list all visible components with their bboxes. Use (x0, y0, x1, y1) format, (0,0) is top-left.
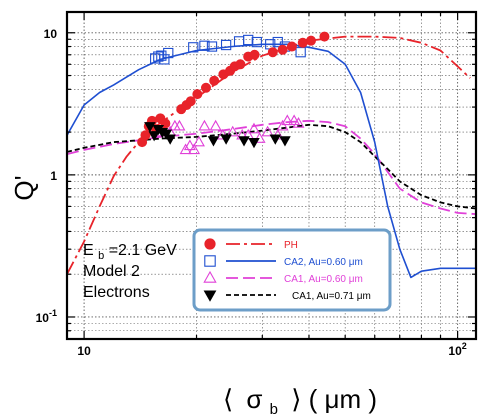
legend-marker-1 (204, 255, 216, 267)
data-point-series-2 (216, 128, 229, 140)
data-point-series-3 (160, 129, 173, 140)
data-point-series-3 (164, 134, 176, 145)
x-tick-label: 102 (448, 341, 466, 358)
annotation-block: E b =2.1 GeV Model 2 Electrons (83, 242, 177, 301)
data-point-series-2 (198, 119, 211, 131)
data-point-series-1 (220, 39, 232, 51)
data-point-series-1 (156, 50, 167, 61)
legend-marker-0 (204, 238, 216, 250)
data-point-series-0 (249, 49, 260, 60)
legend-label-2: CA1, Au=0.60 μm (284, 274, 363, 285)
data-point-series-3 (220, 134, 232, 145)
data-point-series-0 (192, 89, 203, 100)
data-point-series-3 (279, 136, 291, 147)
data-point-series-1 (153, 51, 164, 62)
data-point-series-2 (226, 125, 239, 137)
data-point-series-1 (199, 40, 210, 51)
data-point-series-2 (281, 114, 294, 126)
series-markers (137, 31, 330, 155)
data-point-series-2 (292, 117, 305, 128)
data-point-series-2 (247, 122, 260, 134)
data-point-series-1 (206, 41, 218, 52)
annotation-energy-sub: b (98, 250, 104, 262)
legend-marker-2 (203, 270, 217, 283)
data-point-series-3 (144, 122, 156, 133)
y-tick-label-exponent: -1 (49, 308, 57, 318)
data-point-series-2 (288, 114, 301, 126)
data-point-series-1 (251, 36, 262, 48)
data-point-series-3 (248, 138, 260, 149)
data-point-series-3 (238, 136, 250, 147)
y-axis-label: Q' (9, 175, 39, 200)
legend-marker-3 (203, 290, 217, 302)
data-point-series-0 (319, 31, 330, 42)
annotation-energy-value: =2.1 GeV (109, 242, 177, 259)
data-point-series-0 (286, 41, 297, 52)
y-tick-label: 10-1 (36, 308, 57, 325)
grid (66, 12, 476, 340)
data-point-series-0 (209, 75, 220, 86)
x-axis-label: ⟨ σ b ⟩ ( μm ) (223, 384, 377, 420)
y-tick-label: 1 (50, 169, 57, 183)
data-point-series-2 (253, 132, 266, 143)
data-point-series-2 (188, 143, 201, 155)
x-axis-label-sigma: σ (246, 384, 262, 414)
data-point-series-0 (305, 35, 316, 46)
data-point-series-0 (185, 96, 196, 107)
data-point-series-2 (209, 119, 222, 131)
annotation-energy-e: E (83, 242, 94, 259)
data-point-series-0 (200, 82, 211, 93)
data-point-series-1 (188, 42, 199, 53)
data-point-series-2 (276, 119, 289, 131)
data-point-series-0 (235, 59, 246, 70)
data-point-series-0 (297, 37, 308, 48)
data-point-series-1 (159, 54, 170, 65)
data-point-series-2 (192, 135, 205, 147)
x-axis-label-sub: b (270, 401, 278, 418)
annotation-particles: Electrons (83, 284, 150, 301)
x-tick-label-exponent: 2 (462, 341, 467, 351)
plot-frame (65, 10, 478, 341)
data-point-series-2 (173, 119, 186, 131)
annotation-model: Model 2 (83, 263, 140, 280)
data-point-series-3 (269, 134, 282, 145)
data-point-series-3 (207, 136, 220, 147)
legend-label-3: CA1, Au=0.71 μm (292, 291, 371, 302)
data-point-series-2 (261, 125, 274, 137)
y-tick-label: 10 (44, 27, 58, 41)
data-point-series-1 (295, 47, 306, 58)
x-axis-label-left: ⟨ (223, 384, 233, 414)
data-point-series-3 (148, 131, 160, 142)
data-point-series-0 (140, 130, 151, 141)
series-curve-1 (67, 43, 476, 279)
data-point-series-2 (183, 139, 196, 151)
annotation-energy: E b =2.1 GeV (83, 242, 177, 263)
data-point-series-1 (243, 34, 254, 46)
x-axis-label-right: ⟩ ( μm ) (291, 384, 377, 414)
x-tick-label: 10 (77, 344, 91, 358)
legend-box (192, 228, 392, 312)
legend: PH CA2, Au=0.60 μm CA1, Au=0.60 μm CA1, Au=… (192, 228, 392, 312)
data-point-series-0 (267, 47, 278, 58)
data-point-series-1 (163, 47, 174, 59)
legend-label-0: PH (284, 240, 298, 251)
legend-label-1: CA2, Au=0.60 μm (284, 257, 363, 268)
data-point-series-0 (277, 44, 288, 55)
